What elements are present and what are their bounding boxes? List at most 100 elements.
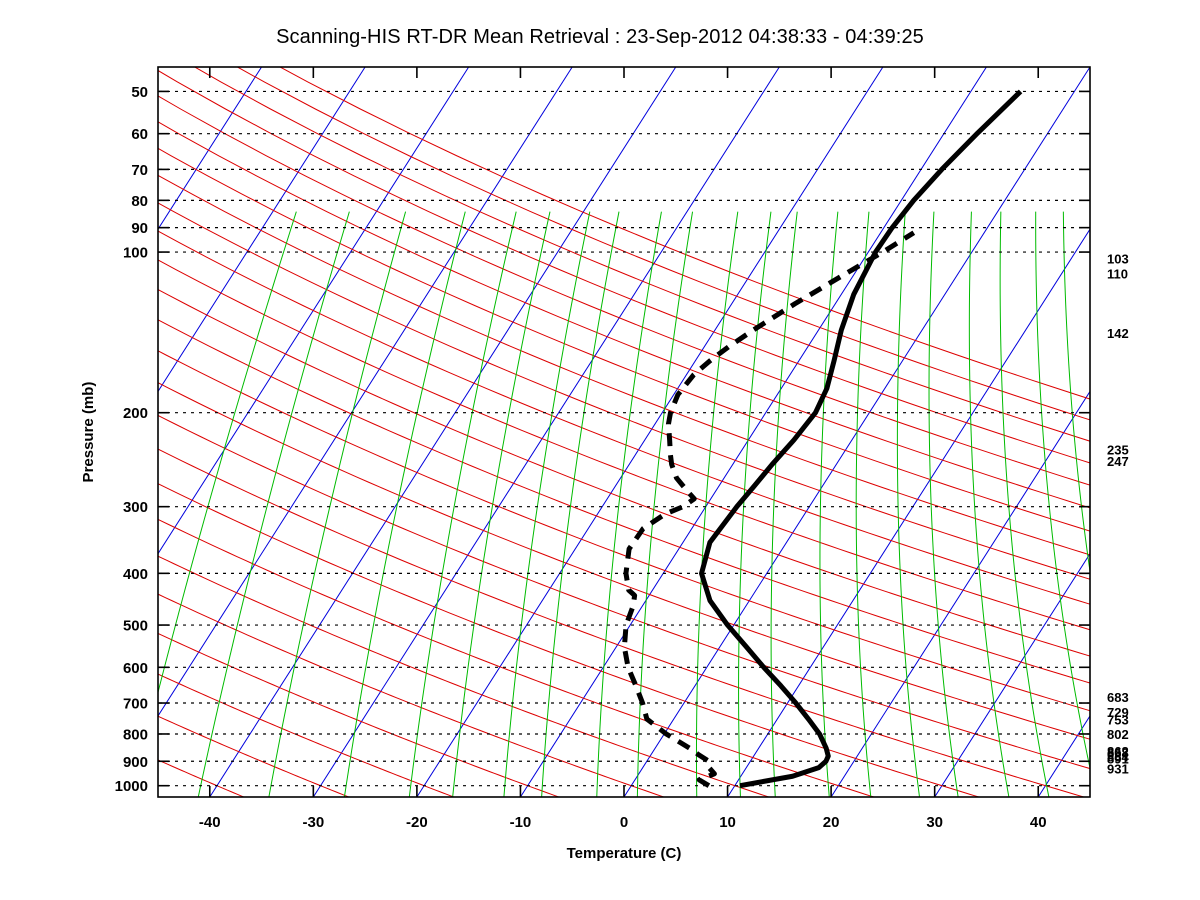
mixing-ratio-line: [695, 211, 739, 797]
dry-adiabat-line: [158, 759, 244, 797]
y-tick-label: 200: [123, 405, 148, 422]
isotherm-line: [158, 67, 366, 393]
right-level-label: 729: [1107, 705, 1129, 720]
isotherm-line: [158, 67, 470, 555]
y-tick-label: 300: [123, 499, 148, 516]
dry-adiabat-line: [158, 715, 349, 797]
y-tick-label: 70: [131, 162, 148, 179]
mixing-ratio-line: [928, 211, 959, 797]
right-level-label: 891: [1107, 751, 1129, 766]
mixing-ratio-line: [738, 211, 772, 797]
dry-adiabat-line: [236, 67, 1090, 421]
plot-frame: [157, 66, 1091, 798]
mixing-ratio-line: [158, 211, 297, 695]
right-level-label: 884: [1107, 750, 1129, 765]
x-tick-label: -20: [406, 814, 428, 831]
y-tick-label: 100: [123, 245, 148, 262]
mixing-ratio-line: [408, 211, 517, 797]
y-tick-label: 60: [131, 126, 148, 143]
isotherm-line: [158, 67, 573, 717]
right-level-label: 683: [1107, 690, 1129, 705]
dry-adiabat-line: [158, 202, 1090, 580]
dry-adiabat-line: [158, 414, 1090, 770]
mixing-ratio-line: [268, 211, 407, 797]
right-level-label: 802: [1107, 727, 1129, 742]
x-axis-title: Temperature (C): [567, 845, 682, 862]
isotherm-line: [312, 67, 780, 797]
dry-adiabat-line: [158, 593, 664, 797]
isotherm-line: [158, 67, 262, 231]
dry-adiabat-line: [158, 288, 1090, 657]
x-tick-label: -10: [510, 814, 532, 831]
mixing-ratio-line: [343, 211, 466, 797]
y-tick-label: 1000: [115, 778, 148, 795]
page-title: Scanning-HIS RT-DR Mean Retrieval : 23-S…: [276, 26, 924, 48]
dry-adiabat-line: [158, 632, 559, 797]
isotherm-line: [0, 67, 54, 797]
mixing-ratio-line: [1093, 212, 1175, 797]
right-level-label: 247: [1107, 454, 1129, 469]
dry-adiabat-line: [279, 67, 1090, 400]
dry-adiabat-line: [158, 147, 1090, 532]
x-tick-label: 20: [823, 814, 840, 831]
isotherm-line: [727, 228, 1090, 797]
right-level-label: 868: [1107, 745, 1129, 760]
y-tick-label: 600: [123, 660, 148, 677]
right-level-label: 931: [1107, 762, 1129, 777]
isotherm-line: [416, 67, 884, 797]
right-level-label: 862: [1107, 744, 1129, 759]
x-tick-label: -30: [302, 814, 324, 831]
dry-adiabat-line: [158, 121, 1090, 509]
y-tick-label: 80: [131, 193, 148, 210]
x-tick-label: 30: [926, 814, 943, 831]
dry-adiabat-line: [158, 95, 1090, 486]
x-tick-label: 40: [1030, 814, 1047, 831]
y-axis-title: Pressure (mb): [80, 382, 97, 483]
mixing-ratio-line: [636, 211, 694, 797]
dewpoint-profile: [621, 230, 916, 788]
mixing-ratio-line: [1062, 211, 1090, 575]
isotherm-line: [830, 390, 1090, 797]
dry-adiabat-line: [158, 448, 1084, 797]
y-tick-label: 500: [123, 618, 148, 635]
right-level-label: 110: [1107, 267, 1128, 282]
mixing-ratio-line: [819, 211, 839, 797]
axis-ticks: [158, 67, 1090, 797]
dry-adiabat-line: [0, 601, 139, 797]
y-tick-label: 700: [123, 696, 148, 713]
isotherm-line: [934, 552, 1090, 797]
isotherm-line: [209, 67, 677, 797]
dry-adiabat-line: [158, 673, 454, 797]
mixing-ratio-line: [503, 211, 591, 797]
dry-adiabat-line: [158, 230, 1090, 605]
mixing-ratio-line: [541, 211, 620, 797]
right-level-label: 103: [1107, 251, 1129, 266]
dry-adiabat-line: [158, 69, 1090, 464]
x-tick-label: 0: [620, 814, 628, 831]
right-level-label: 142: [1107, 326, 1129, 341]
dry-adiabat-line: [158, 174, 1090, 556]
y-tick-label: 90: [131, 220, 148, 237]
x-tick-label: -40: [199, 814, 221, 831]
mixing-ratio-line: [896, 211, 921, 797]
mixing-ratio-line: [999, 211, 1050, 797]
x-tick-label: 10: [719, 814, 736, 831]
y-tick-label: 400: [123, 566, 148, 583]
mixing-ratio-line: [197, 211, 350, 797]
temperature-profile: [699, 89, 1023, 789]
background-lines: [0, 67, 1175, 797]
dry-adiabat-line: [193, 67, 1090, 442]
profile-lines: [621, 89, 1023, 789]
axis-tick-labels: 5060708090100200300400500600700800900100…: [115, 84, 1130, 831]
isotherm-line: [520, 67, 987, 797]
dry-adiabat-line: [158, 350, 1090, 712]
y-tick-label: 900: [123, 754, 148, 771]
mixing-ratio-line: [452, 211, 551, 797]
dry-adiabat-line: [158, 555, 769, 797]
dry-adiabat-line: [0, 653, 34, 797]
mixing-ratio-line: [855, 211, 872, 797]
mixing-ratio-line: [1035, 211, 1090, 771]
dry-adiabat-line: [158, 259, 1090, 631]
